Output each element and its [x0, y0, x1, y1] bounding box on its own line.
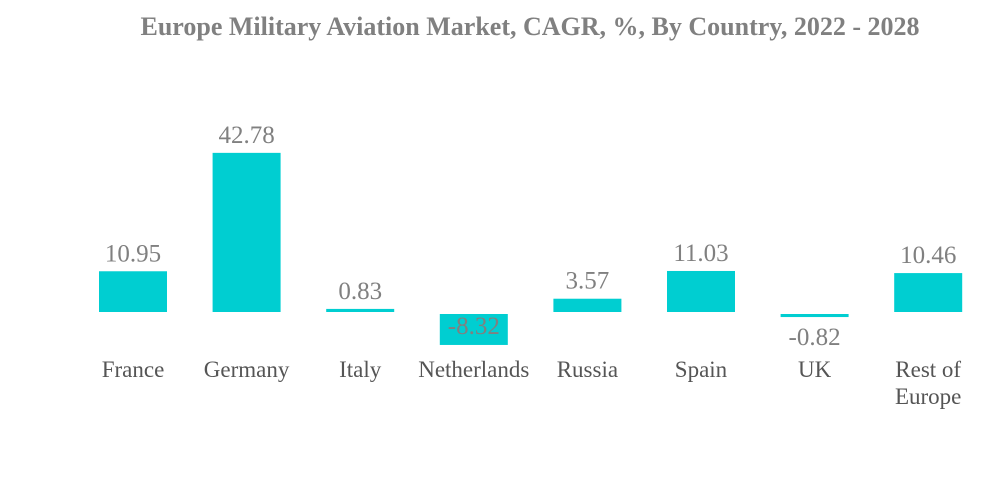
bar-russia: [553, 298, 622, 312]
data-label: 3.57: [566, 268, 610, 295]
data-label: 10.95: [105, 240, 161, 267]
data-label: 11.03: [673, 240, 728, 267]
category-label: Spain: [674, 357, 728, 382]
data-label: -8.32: [448, 313, 500, 340]
bar-italy: [326, 308, 395, 312]
category-label: Germany: [203, 357, 290, 382]
bar-france: [99, 271, 167, 312]
category-label: UK: [797, 357, 832, 382]
bar-rest-of-europe: [894, 273, 963, 312]
category-label: Italy: [339, 357, 382, 382]
chart-title: Europe Military Aviation Market, CAGR, %…: [140, 12, 920, 41]
bar-uk: [780, 314, 849, 318]
data-label: 0.83: [338, 278, 382, 305]
bar-netherlands: [439, 314, 508, 345]
data-label: -0.82: [789, 324, 841, 351]
bar-germany: [212, 152, 281, 312]
bar-spain: [667, 270, 735, 312]
category-label: Russia: [556, 357, 619, 382]
category-label: Rest of Europe: [894, 357, 962, 409]
data-label: 10.46: [900, 242, 956, 269]
category-label: France: [101, 357, 165, 382]
category-label: Netherlands: [418, 357, 530, 382]
data-label: 42.78: [218, 122, 274, 149]
